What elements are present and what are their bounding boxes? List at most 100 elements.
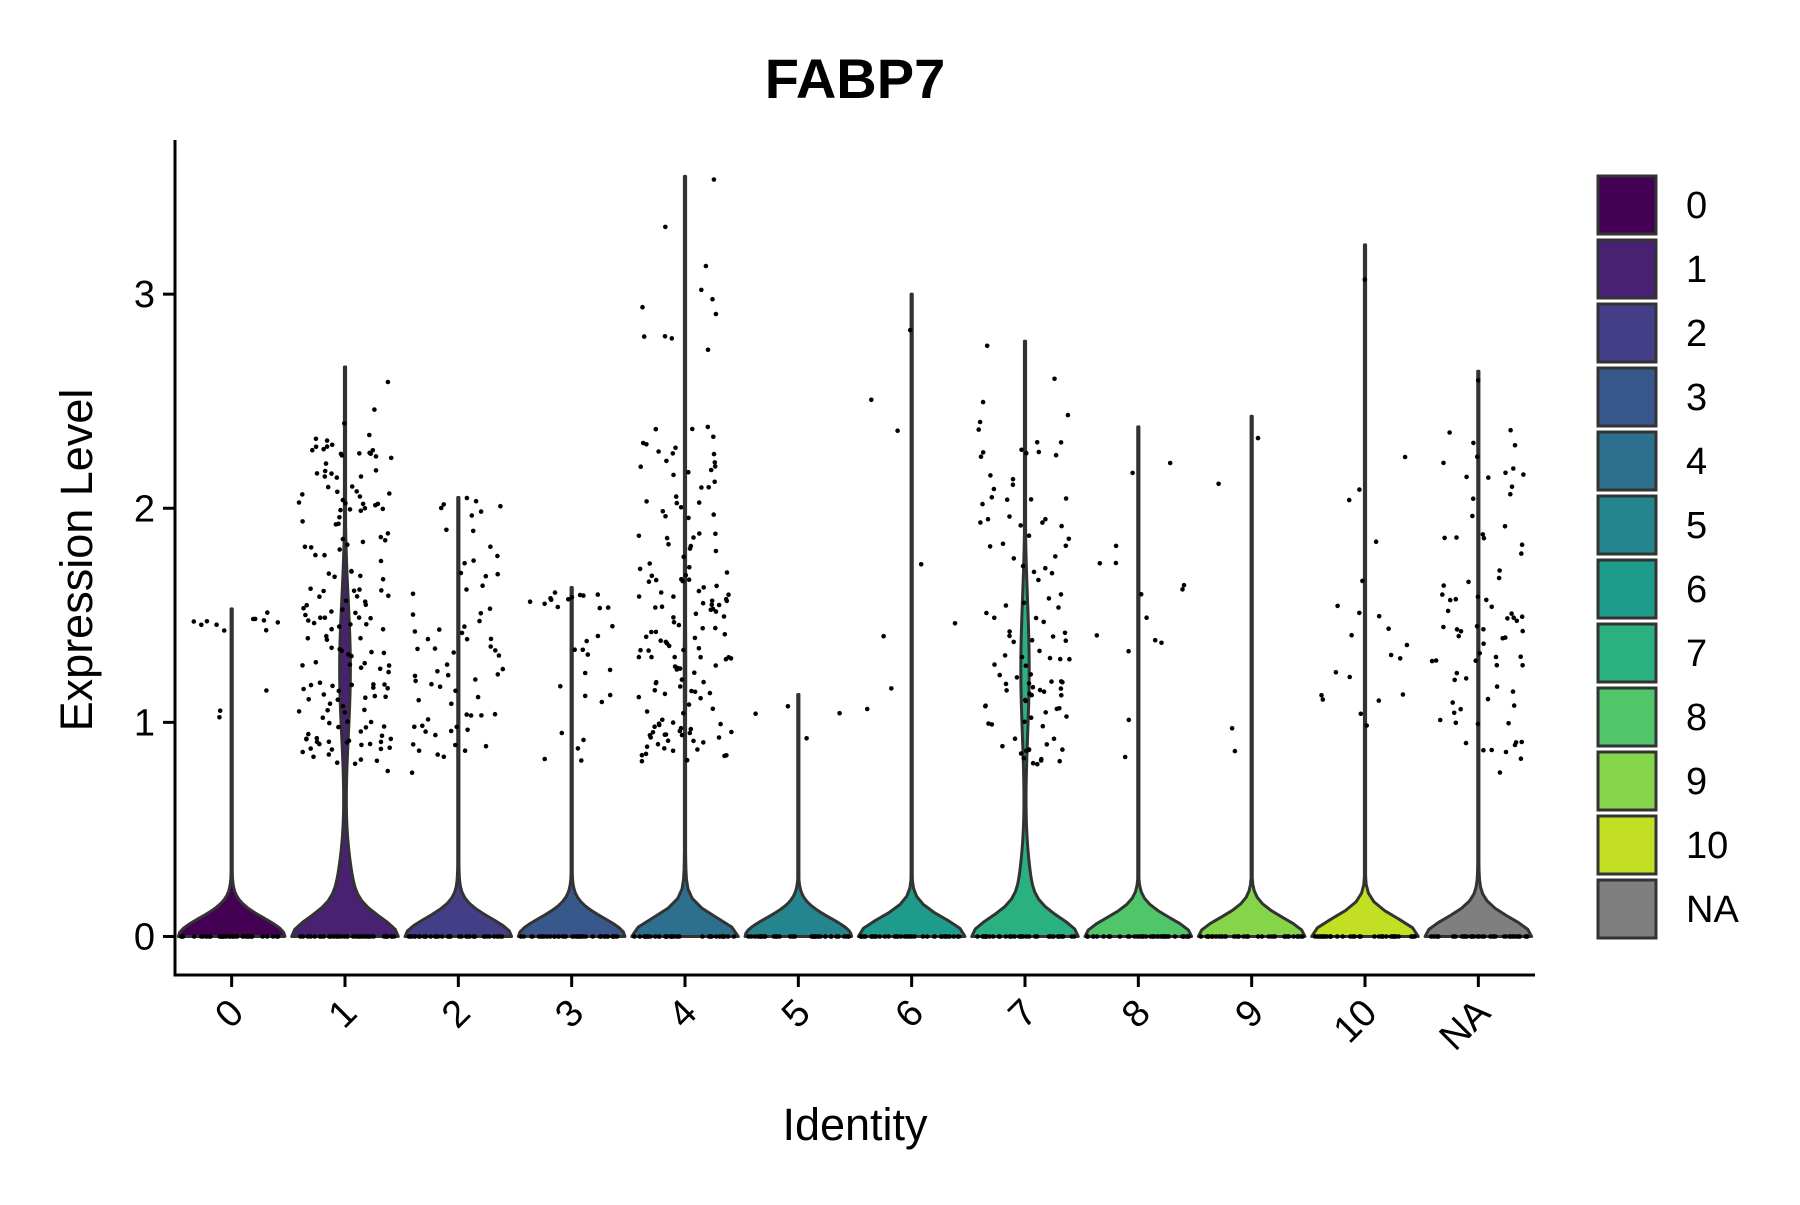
point-4 [691, 535, 696, 540]
point-4 [681, 647, 686, 653]
point-2 [425, 717, 431, 722]
point-zero-2 [471, 934, 477, 939]
point-7 [1010, 482, 1016, 488]
point-1 [324, 637, 330, 643]
point-NA [1520, 628, 1525, 634]
point-4 [652, 724, 657, 729]
point-1 [336, 688, 342, 694]
point-4 [703, 263, 709, 269]
point-4 [639, 758, 645, 764]
point-1 [322, 615, 328, 620]
point-zero-10 [1312, 934, 1318, 939]
point-7 [1011, 639, 1016, 645]
point-zero-10 [1340, 934, 1345, 939]
point-1 [372, 693, 378, 699]
x-tick-label-6: 6 [887, 992, 932, 1037]
point-1 [377, 666, 383, 672]
point-1 [337, 515, 342, 520]
legend-label-3: 3 [1686, 377, 1707, 419]
point-zero-9 [1300, 934, 1305, 939]
point-7 [1028, 497, 1034, 502]
point-4 [687, 730, 693, 736]
point-zero-5 [828, 934, 834, 939]
point-10 [1402, 454, 1408, 460]
point-0 [221, 628, 227, 633]
point-8 [1097, 561, 1103, 566]
point-7 [1018, 523, 1023, 528]
point-1 [330, 683, 335, 689]
point-10 [1376, 613, 1382, 619]
point-4 [644, 442, 649, 447]
point-3 [607, 692, 613, 698]
violin-2 [403, 496, 514, 938]
point-1 [362, 506, 368, 511]
point-4 [650, 730, 656, 735]
point-10 [1386, 626, 1391, 631]
point-8 [1167, 460, 1173, 466]
point-2 [412, 673, 418, 679]
point-7 [1059, 693, 1064, 698]
point-NA [1470, 496, 1476, 502]
point-5 [804, 736, 809, 741]
point-zero-6 [886, 934, 891, 939]
point-NA [1497, 568, 1502, 573]
point-4 [656, 449, 661, 454]
point-2 [416, 697, 422, 703]
point-4 [679, 576, 684, 582]
point-zero-0 [231, 934, 236, 939]
legend-label-5: 5 [1686, 505, 1707, 547]
point-2 [495, 672, 501, 677]
point-zero-NA [1450, 934, 1456, 939]
point-NA [1475, 594, 1481, 599]
point-3 [582, 693, 588, 699]
point-3 [527, 599, 533, 604]
legend-swatch-3 [1596, 366, 1658, 428]
violin-9 [1196, 414, 1307, 938]
point-1 [300, 663, 305, 668]
point-4 [648, 735, 653, 740]
point-7 [1010, 476, 1016, 482]
point-7 [1063, 543, 1069, 549]
point-1 [386, 593, 391, 599]
point-NA [1440, 592, 1445, 597]
point-zero-4 [725, 934, 731, 939]
point-7 [1067, 656, 1072, 662]
point-2 [471, 558, 476, 563]
point-zero-2 [491, 934, 497, 939]
point-zero-10 [1357, 934, 1362, 939]
point-zero-4 [632, 934, 637, 939]
point-4 [698, 695, 703, 701]
point-7 [1024, 450, 1029, 456]
point-1 [326, 752, 332, 757]
point-4 [713, 548, 719, 554]
point-4 [701, 740, 706, 745]
point-0 [204, 619, 210, 624]
point-3 [581, 737, 586, 743]
point-NA [1481, 748, 1486, 753]
point-4 [706, 485, 711, 490]
point-zero-3 [574, 934, 579, 939]
point-NA [1505, 616, 1510, 621]
point-7 [1050, 634, 1056, 639]
point-1 [321, 446, 326, 452]
point-7 [1060, 679, 1065, 685]
point-1 [324, 444, 330, 449]
point-zero-0 [179, 934, 185, 939]
point-5 [753, 711, 758, 716]
point-2 [496, 653, 502, 658]
point-7 [1004, 497, 1010, 503]
point-1 [379, 733, 385, 739]
point-1 [327, 701, 333, 706]
point-7 [991, 486, 997, 492]
point-NA [1494, 684, 1500, 689]
point-10 [1335, 603, 1340, 609]
point-1 [311, 754, 316, 760]
point-zero-8 [1172, 934, 1178, 939]
point-NA [1518, 654, 1523, 659]
x-tick-label-5: 5 [774, 992, 819, 1037]
point-zero-3 [602, 934, 607, 939]
point-3 [559, 730, 565, 736]
legend-label-8: 8 [1686, 697, 1707, 739]
point-1 [333, 522, 339, 527]
point-NA [1496, 575, 1502, 581]
